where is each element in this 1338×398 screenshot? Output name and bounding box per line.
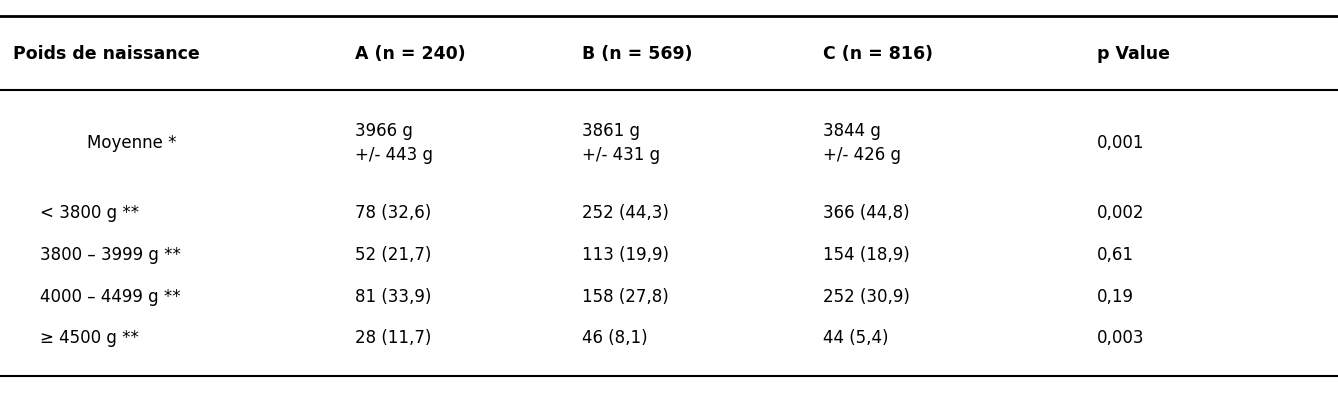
Text: 158 (27,8): 158 (27,8) [582,287,669,306]
Text: 52 (21,7): 52 (21,7) [355,246,431,264]
Text: 44 (5,4): 44 (5,4) [823,329,888,347]
Text: 81 (33,9): 81 (33,9) [355,287,431,306]
Text: < 3800 g **: < 3800 g ** [40,204,139,222]
Text: p Value: p Value [1097,45,1171,63]
Text: 78 (32,6): 78 (32,6) [355,204,431,222]
Text: B (n = 569): B (n = 569) [582,45,693,63]
Text: A (n = 240): A (n = 240) [355,45,466,63]
Text: 28 (11,7): 28 (11,7) [355,329,431,347]
Text: 252 (30,9): 252 (30,9) [823,287,910,306]
Text: Moyenne *: Moyenne * [87,134,177,152]
Text: 3844 g
+/- 426 g: 3844 g +/- 426 g [823,123,900,164]
Text: ≥ 4500 g **: ≥ 4500 g ** [40,329,139,347]
Text: 3966 g
+/- 443 g: 3966 g +/- 443 g [355,123,432,164]
Text: 0,19: 0,19 [1097,287,1135,306]
Text: 46 (8,1): 46 (8,1) [582,329,648,347]
Text: Poids de naissance: Poids de naissance [13,45,201,63]
Text: C (n = 816): C (n = 816) [823,45,933,63]
Text: 113 (19,9): 113 (19,9) [582,246,669,264]
Text: 252 (44,3): 252 (44,3) [582,204,669,222]
Text: 154 (18,9): 154 (18,9) [823,246,910,264]
Text: 366 (44,8): 366 (44,8) [823,204,910,222]
Text: 0,003: 0,003 [1097,329,1145,347]
Text: 3800 – 3999 g **: 3800 – 3999 g ** [40,246,181,264]
Text: 0,61: 0,61 [1097,246,1135,264]
Text: 3861 g
+/- 431 g: 3861 g +/- 431 g [582,123,660,164]
Text: 4000 – 4499 g **: 4000 – 4499 g ** [40,287,181,306]
Text: 0,002: 0,002 [1097,204,1145,222]
Text: 0,001: 0,001 [1097,134,1145,152]
